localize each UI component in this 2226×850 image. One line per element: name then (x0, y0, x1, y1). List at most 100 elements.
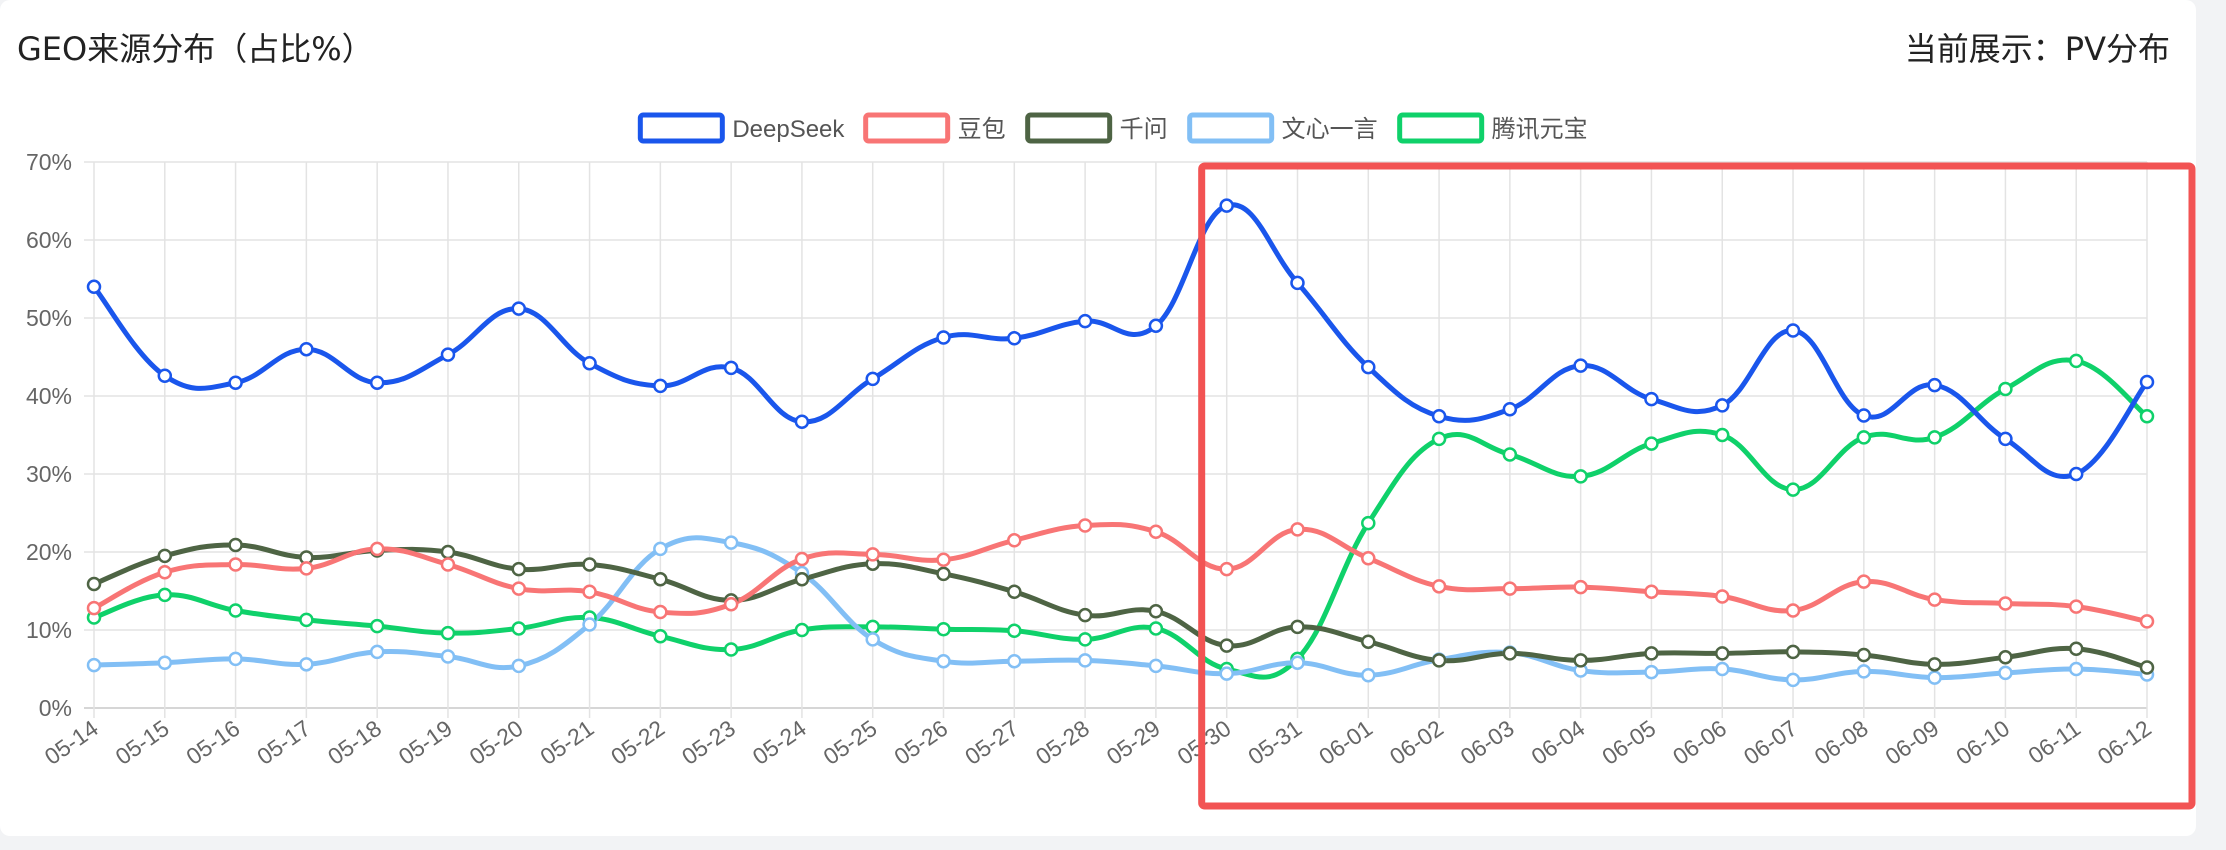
data-point[interactable] (299, 657, 314, 672)
data-point[interactable] (1573, 579, 1588, 595)
data-point[interactable] (1785, 323, 1801, 338)
data-point[interactable] (228, 603, 243, 618)
data-point[interactable] (1714, 589, 1730, 604)
legend-item[interactable]: 千问 (1025, 112, 1168, 144)
data-point[interactable] (936, 653, 951, 669)
data-point[interactable] (1290, 619, 1305, 635)
data-point[interactable] (157, 548, 173, 564)
data-point[interactable] (2139, 660, 2155, 675)
data-point[interactable] (1714, 398, 1730, 413)
data-point[interactable] (1431, 579, 1447, 594)
data-point[interactable] (582, 355, 597, 371)
data-point[interactable] (1361, 634, 1376, 649)
data-point[interactable] (299, 612, 314, 628)
data-point[interactable] (1856, 664, 1872, 679)
data-point[interactable] (1431, 653, 1447, 668)
data-point[interactable] (1785, 644, 1801, 660)
data-point[interactable] (228, 651, 243, 667)
data-point[interactable] (2068, 599, 2084, 614)
data-point[interactable] (865, 632, 880, 647)
data-point[interactable] (723, 597, 739, 612)
data-point[interactable] (511, 301, 527, 316)
data-point[interactable] (1148, 524, 1164, 539)
legend-item[interactable]: 豆包 (863, 112, 1006, 144)
data-point[interactable] (1998, 665, 2013, 681)
data-point[interactable] (1927, 592, 1942, 607)
data-point[interactable] (2139, 374, 2155, 390)
data-point[interactable] (1644, 646, 1659, 661)
data-point[interactable] (1714, 661, 1730, 677)
data-point[interactable] (1361, 515, 1376, 531)
data-point[interactable] (1998, 381, 2013, 397)
data-point[interactable] (157, 368, 173, 383)
data-point[interactable] (369, 644, 385, 660)
data-point[interactable] (157, 587, 173, 603)
data-point[interactable] (1785, 672, 1801, 688)
data-point[interactable] (1927, 377, 1942, 393)
data-point[interactable] (86, 657, 102, 673)
data-point[interactable] (228, 375, 243, 390)
data-point[interactable] (1007, 623, 1022, 639)
data-point[interactable] (1361, 359, 1376, 375)
data-point[interactable] (1856, 647, 1872, 663)
data-point[interactable] (723, 642, 739, 657)
data-point[interactable] (1502, 447, 1518, 462)
data-point[interactable] (582, 557, 597, 572)
data-point[interactable] (936, 330, 951, 345)
data-point[interactable] (1007, 533, 1022, 548)
data-point[interactable] (2068, 641, 2084, 656)
data-point[interactable] (1644, 436, 1659, 451)
data-point[interactable] (1219, 561, 1234, 577)
data-point[interactable] (794, 572, 810, 587)
data-point[interactable] (1148, 658, 1164, 674)
data-point[interactable] (1856, 574, 1872, 589)
data-point[interactable] (1573, 358, 1588, 373)
data-point[interactable] (440, 557, 456, 572)
legend-item[interactable]: 腾讯元宝 (1397, 112, 1588, 144)
data-point[interactable] (582, 617, 597, 632)
data-point[interactable] (1927, 657, 1942, 672)
data-point[interactable] (1077, 518, 1093, 533)
data-point[interactable] (228, 557, 243, 572)
data-point[interactable] (157, 565, 173, 580)
data-point[interactable] (653, 628, 668, 644)
data-point[interactable] (2139, 614, 2155, 629)
data-point[interactable] (86, 600, 102, 616)
data-point[interactable] (1785, 603, 1801, 618)
data-point[interactable] (2139, 409, 2155, 424)
data-point[interactable] (1219, 666, 1234, 681)
data-point[interactable] (1927, 670, 1942, 685)
data-point[interactable] (1856, 430, 1872, 445)
data-point[interactable] (865, 547, 880, 562)
data-point[interactable] (865, 371, 880, 387)
data-point[interactable] (511, 581, 527, 596)
data-point[interactable] (794, 414, 810, 429)
data-point[interactable] (1502, 646, 1518, 661)
data-point[interactable] (369, 375, 385, 390)
data-point[interactable] (369, 541, 385, 557)
data-point[interactable] (1998, 650, 2013, 665)
data-point[interactable] (794, 551, 810, 567)
data-point[interactable] (440, 347, 456, 362)
data-point[interactable] (2068, 353, 2084, 369)
data-point[interactable] (653, 572, 668, 587)
data-point[interactable] (1219, 198, 1234, 213)
data-point[interactable] (1998, 431, 2013, 447)
data-point[interactable] (1714, 427, 1730, 443)
data-point[interactable] (865, 619, 880, 635)
data-point[interactable] (1077, 313, 1093, 329)
data-point[interactable] (511, 658, 527, 674)
data-point[interactable] (936, 566, 951, 582)
data-point[interactable] (1785, 482, 1801, 497)
data-point[interactable] (1007, 331, 1022, 346)
data-point[interactable] (1431, 431, 1447, 447)
legend-item[interactable]: DeepSeek (637, 112, 845, 144)
data-point[interactable] (1644, 391, 1659, 407)
data-point[interactable] (1502, 581, 1518, 596)
data-point[interactable] (1290, 275, 1305, 291)
data-point[interactable] (1148, 604, 1164, 619)
data-point[interactable] (1007, 584, 1022, 600)
data-point[interactable] (369, 618, 385, 634)
data-point[interactable] (582, 584, 597, 600)
data-point[interactable] (1714, 646, 1730, 661)
